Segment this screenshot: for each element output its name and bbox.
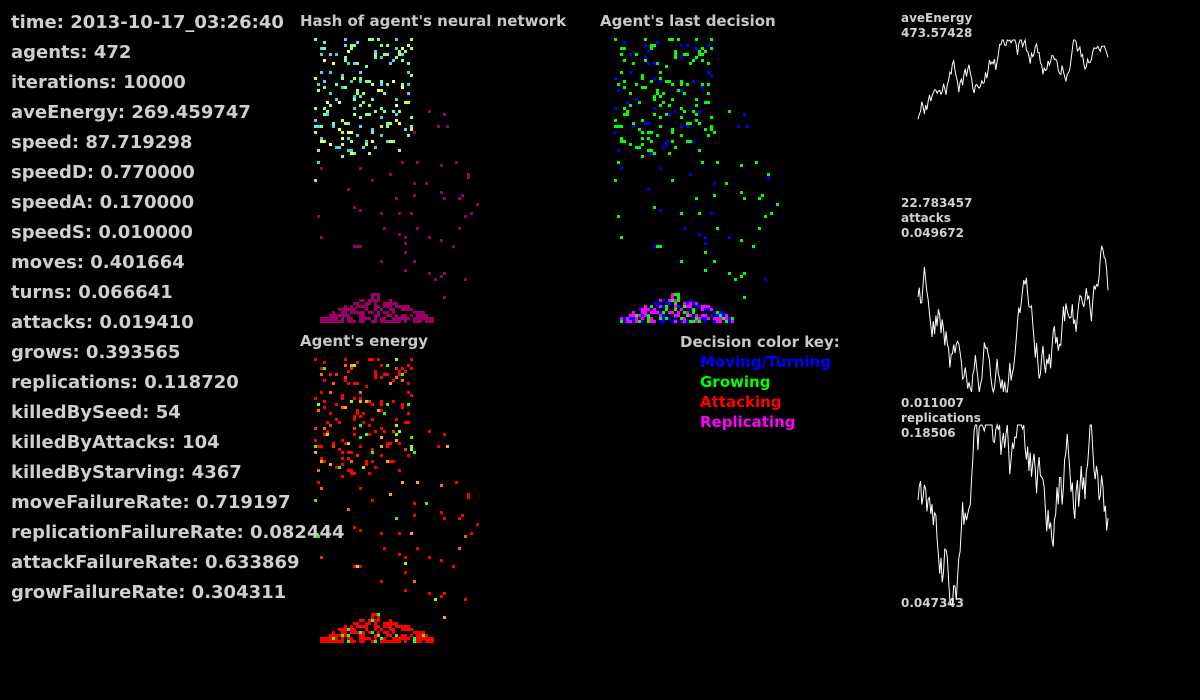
energy-grid	[305, 355, 485, 645]
stat-line: speed: 87.719298	[11, 132, 193, 153]
decision-grid	[605, 35, 785, 325]
key-attacking: Attacking	[700, 393, 782, 411]
hash-panel-title: Hash of agent's neural network	[300, 12, 567, 30]
graph-attacks-min: 0.011007	[901, 396, 965, 410]
stat-line: moves: 0.401664	[11, 252, 185, 273]
stat-line: turns: 0.066641	[11, 282, 173, 303]
key-growing: Growing	[700, 373, 771, 391]
graph-aveenergy-name: aveEnergy	[901, 11, 973, 25]
stat-line: killedByAttacks: 104	[11, 432, 220, 453]
stat-line: speedA: 0.170000	[11, 192, 195, 213]
stat-line: killedByStarving: 4367	[11, 462, 242, 483]
stat-line: growFailureRate: 0.304311	[11, 582, 287, 603]
key-replicating: Replicating	[700, 413, 796, 431]
graph-replications-line	[917, 423, 1109, 606]
stat-line: attackFailureRate: 0.633869	[11, 552, 300, 573]
graph-replications-name: replications	[901, 411, 981, 425]
stat-line: speedS: 0.010000	[11, 222, 193, 243]
graph-attacks-name: attacks	[901, 211, 951, 225]
key-moving-turning: Moving/Turning	[700, 353, 831, 371]
decision-key-title: Decision color key:	[680, 333, 840, 351]
graph-attacks-max: 0.049672	[901, 226, 965, 240]
stat-line: iterations: 10000	[11, 72, 186, 93]
graph-replications-min: 0.047343	[901, 596, 965, 610]
graph-replications-max: 0.18506	[901, 426, 956, 440]
decision-panel-title: Agent's last decision	[600, 12, 776, 30]
graph-attacks-line	[917, 245, 1109, 394]
graph-aveenergy-max: 473.57428	[901, 26, 973, 40]
stat-line: speedD: 0.770000	[11, 162, 195, 183]
stat-line: attacks: 0.019410	[11, 312, 194, 333]
energy-panel-title: Agent's energy	[300, 332, 429, 350]
stat-line: aveEnergy: 269.459747	[11, 102, 251, 123]
stat-line: moveFailureRate: 0.719197	[11, 492, 291, 513]
stat-line: killedBySeed: 54	[11, 402, 181, 423]
hash-grid	[305, 35, 485, 325]
graph-aveenergy-line	[917, 38, 1109, 120]
stat-line: agents: 472	[11, 42, 132, 63]
stat-line: grows: 0.393565	[11, 342, 181, 363]
stat-line: replicationFailureRate: 0.082444	[11, 522, 345, 543]
graph-aveenergy-min: 22.783457	[901, 196, 973, 210]
stat-line: replications: 0.118720	[11, 372, 239, 393]
stat-line: time: 2013-10-17_03:26:40	[11, 12, 284, 33]
